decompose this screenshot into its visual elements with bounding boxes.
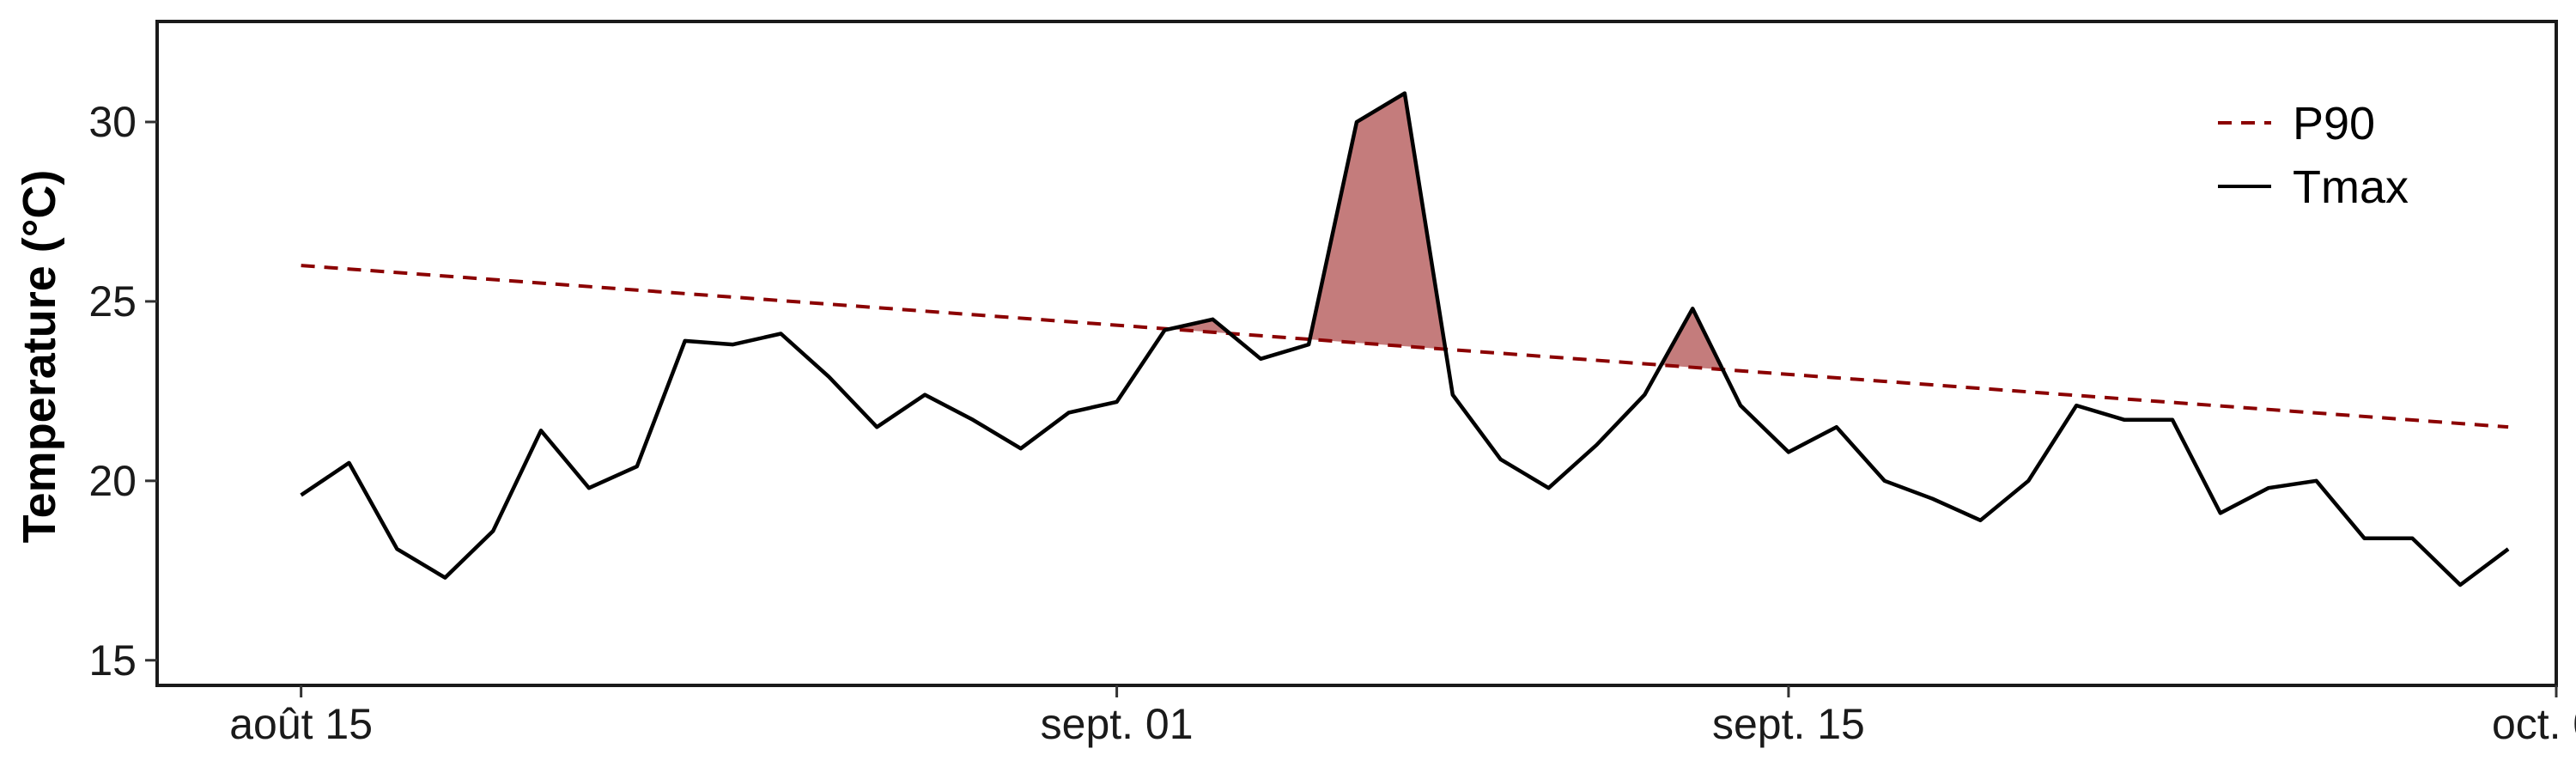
x-tick-label: sept. 15	[1712, 700, 1865, 748]
legend: P90 Tmax	[2218, 98, 2409, 213]
y-tick-label: 20	[88, 457, 137, 505]
exceedance-shading-layer	[1170, 93, 1723, 370]
x-tick-label: oct. 01	[2492, 700, 2576, 748]
x-tick-label: août 15	[229, 700, 373, 748]
legend-item-tmax-label: Tmax	[2293, 161, 2409, 213]
series-line-tmax	[300, 91, 2510, 587]
y-tick-label: 25	[88, 277, 137, 326]
exceedance-area-2	[1661, 308, 1723, 370]
exceedance-area-1	[1309, 93, 1446, 350]
series-line-p90	[301, 264, 2509, 429]
y-tick-label: 30	[88, 98, 137, 146]
legend-item-p90-label: P90	[2293, 98, 2375, 149]
y-axis-title: Temperature (°C)	[14, 170, 65, 544]
x-axis: août 15 sept. 01 sept. 15 oct. 01	[229, 685, 2576, 748]
series-layer	[300, 91, 2510, 587]
y-axis: 15 20 25 30	[88, 98, 157, 685]
plot-panel-border	[155, 20, 2558, 687]
y-tick-label: 15	[88, 636, 137, 685]
x-tick-label: sept. 01	[1041, 700, 1194, 748]
